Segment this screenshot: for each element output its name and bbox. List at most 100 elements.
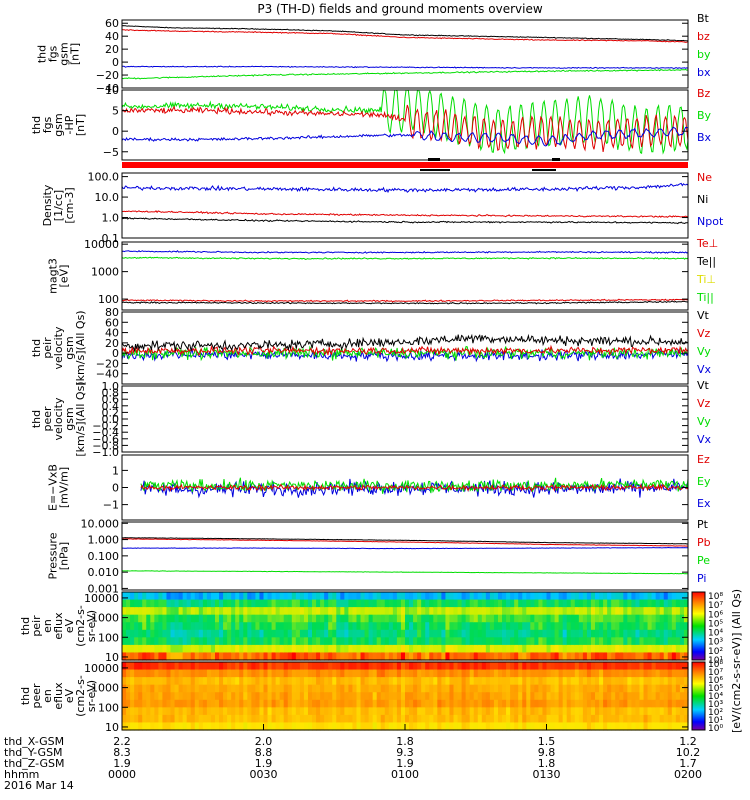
heatmap-cell (348, 722, 354, 731)
heatmap-cell (178, 684, 184, 693)
y-axis-label: en (41, 619, 54, 633)
heatmap-cell (126, 662, 131, 671)
heatmap-cell (146, 614, 151, 623)
heatmap-cell (364, 629, 370, 638)
heatmap-cell (138, 692, 143, 701)
heatmap-cell (376, 614, 382, 623)
heatmap-cell (364, 644, 370, 654)
heatmap-cell (429, 629, 434, 638)
heatmap-cell (376, 607, 382, 616)
heatmap-cell (562, 707, 568, 716)
heatmap-cell (206, 607, 212, 616)
y-axis-label: en (41, 689, 54, 703)
series-line (122, 65, 689, 69)
heatmap-cell (413, 592, 418, 601)
heatmap-cell (546, 614, 552, 623)
heatmap-cell (299, 644, 305, 654)
heatmap-cell (303, 614, 309, 623)
heatmap-cell (356, 652, 362, 661)
heatmap-cell (518, 692, 523, 701)
heatmap-cell (287, 599, 293, 608)
heatmap-cell (235, 669, 240, 678)
heatmap-cell (574, 692, 580, 701)
heatmap-cell (360, 722, 366, 731)
heatmap-cell (413, 692, 418, 701)
heatmap-cell (162, 592, 168, 601)
heatmap-cell (154, 699, 159, 708)
heatmap-cell (283, 622, 289, 631)
legend-entry: Pb (697, 536, 711, 549)
heatmap-cell (235, 692, 240, 701)
heatmap-cell (651, 599, 657, 608)
heatmap-cell (502, 599, 507, 608)
heatmap-cell (332, 699, 337, 708)
heatmap-cell (388, 722, 394, 731)
heatmap-cell (182, 592, 188, 601)
heatmap-cell (683, 662, 689, 671)
heatmap-cell (214, 714, 220, 724)
heatmap-cell (194, 669, 200, 678)
heatmap-cell (603, 707, 608, 716)
legend-entry: Npot (697, 215, 724, 228)
heatmap-cell (336, 669, 341, 678)
y-tick-label: 5 (112, 105, 119, 118)
heatmap-cell (627, 622, 632, 631)
legend-entry: By (697, 109, 712, 122)
heatmap-cell (603, 607, 608, 616)
heatmap-cell (574, 662, 580, 671)
heatmap-cell (425, 592, 430, 601)
heatmap-cell (190, 599, 196, 608)
heatmap-cell (635, 637, 641, 646)
heatmap-cell (356, 614, 362, 623)
heatmap-cell (655, 644, 661, 654)
heatmap-cell (275, 607, 281, 616)
heatmap-cell (453, 669, 459, 678)
legend-entry: Vy (697, 345, 711, 358)
heatmap-cell (502, 714, 507, 724)
status-bar (122, 162, 688, 168)
heatmap-cell (295, 592, 301, 601)
y-tick-label: 20 (105, 337, 119, 350)
heatmap-cell (198, 599, 204, 608)
heatmap-cell (595, 714, 600, 724)
y-tick-label: 40 (105, 30, 119, 43)
y-tick-label: 1000 (91, 612, 119, 625)
heatmap-cell (291, 622, 297, 631)
heatmap-cell (340, 684, 345, 693)
heatmap-cell (639, 652, 645, 661)
heatmap-cell (607, 699, 612, 708)
heatmap-cell (291, 707, 297, 716)
heatmap-cell (445, 684, 451, 693)
heatmap-cell (611, 677, 616, 686)
heatmap-cell (485, 592, 491, 601)
heatmap-cell (219, 652, 224, 661)
heatmap-cell (303, 707, 309, 716)
heatmap-cell (457, 684, 463, 693)
heatmap-cell (291, 614, 297, 623)
heatmap-cell (603, 662, 608, 671)
heatmap-cell (219, 707, 224, 716)
heatmap-cell (336, 692, 341, 701)
heatmap-cell (659, 629, 665, 638)
heatmap-cell (299, 699, 305, 708)
heatmap-cell (162, 607, 168, 616)
heatmap-cell (409, 692, 414, 701)
heatmap-cell (627, 652, 632, 661)
heatmap-cell (392, 684, 398, 693)
heatmap-cell (122, 592, 127, 601)
panel-peir-eflux: 10000100010010thdpeirenefluxeV(cm2-s-sr-… (19, 591, 689, 664)
heatmap-cell (514, 629, 519, 638)
heatmap-cell (469, 699, 475, 708)
y-tick-label: −40 (96, 368, 119, 381)
heatmap-cell (255, 652, 261, 661)
heatmap-cell (502, 644, 507, 654)
heatmap-cell (356, 669, 362, 678)
colorbar-tick: 10⁴ (708, 629, 723, 639)
colorbar-tick: 10⁰ (708, 724, 723, 734)
heatmap-cell (643, 607, 649, 616)
heatmap-cell (299, 614, 305, 623)
heatmap-cell (457, 677, 463, 686)
heatmap-cell (158, 684, 164, 693)
heatmap-cell (663, 684, 669, 693)
heatmap-cell (595, 699, 600, 708)
